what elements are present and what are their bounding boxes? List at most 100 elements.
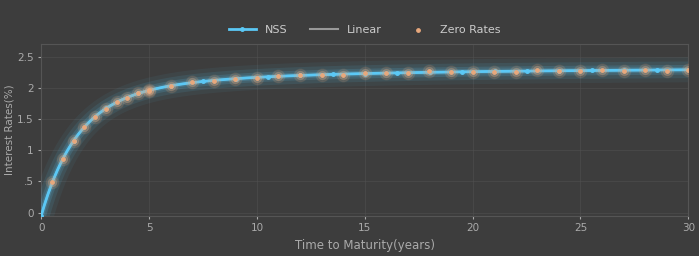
Linear — [37, 214, 45, 217]
NSS — [103, 106, 111, 109]
Point — [618, 69, 629, 73]
Point — [208, 79, 219, 83]
Line: NSS: NSS — [40, 68, 690, 217]
NSS — [553, 69, 561, 72]
Zero Rates — [661, 69, 672, 73]
Point — [467, 70, 478, 74]
Point — [143, 89, 154, 93]
Y-axis label: Interest Rates(%): Interest Rates(%) — [4, 85, 14, 175]
Zero Rates — [575, 69, 586, 73]
Point — [187, 80, 198, 84]
Zero Rates — [165, 84, 176, 88]
Point — [68, 139, 79, 143]
Zero Rates — [143, 88, 154, 92]
Point — [79, 125, 90, 129]
Point — [294, 73, 305, 77]
Point — [165, 84, 176, 88]
Zero Rates — [133, 91, 144, 95]
Point — [79, 125, 90, 129]
Point — [294, 73, 305, 77]
Linear — [298, 74, 307, 77]
Point — [252, 76, 263, 80]
Point — [532, 68, 543, 72]
Zero Rates — [230, 77, 241, 81]
Point — [489, 70, 500, 74]
Point — [338, 73, 349, 77]
Linear — [322, 73, 331, 76]
Point — [165, 84, 176, 88]
Zero Rates — [424, 69, 435, 73]
Point — [403, 71, 414, 75]
Point — [273, 74, 284, 78]
Zero Rates — [46, 180, 57, 185]
Point — [575, 69, 586, 73]
Point — [403, 71, 414, 75]
Point — [111, 100, 122, 104]
NSS — [684, 68, 693, 71]
Point — [510, 70, 521, 74]
Zero Rates — [68, 139, 79, 143]
Zero Rates — [532, 68, 543, 72]
Point — [640, 68, 651, 72]
Zero Rates — [252, 76, 263, 80]
NSS — [322, 73, 331, 76]
Linear — [553, 69, 561, 72]
Zero Rates — [381, 71, 392, 75]
Zero Rates — [640, 68, 651, 72]
Point — [640, 68, 651, 72]
Point — [424, 69, 435, 73]
Zero Rates — [57, 157, 69, 161]
Point — [230, 77, 241, 81]
Zero Rates — [316, 72, 327, 77]
Legend: NSS, Linear, Zero Rates: NSS, Linear, Zero Rates — [229, 25, 501, 35]
Point — [661, 69, 672, 73]
Linear — [684, 68, 693, 71]
Zero Rates — [89, 115, 101, 119]
Point — [68, 139, 79, 143]
Point — [618, 69, 629, 73]
Line: Linear: Linear — [41, 70, 689, 215]
Point — [316, 72, 327, 77]
Point — [596, 68, 607, 72]
Point — [133, 91, 144, 95]
Zero Rates — [79, 125, 90, 129]
Linear — [482, 70, 490, 73]
Zero Rates — [403, 71, 414, 75]
Point — [532, 68, 543, 72]
Point — [445, 70, 456, 74]
NSS — [482, 70, 490, 73]
Zero Rates — [122, 96, 133, 100]
Point — [187, 80, 198, 84]
Point — [57, 157, 69, 161]
Zero Rates — [208, 79, 219, 83]
Point — [89, 115, 101, 119]
Zero Rates — [554, 69, 565, 73]
Point — [381, 71, 392, 75]
Point — [381, 71, 392, 75]
Point — [101, 106, 112, 111]
NSS — [37, 214, 45, 217]
Zero Rates — [101, 106, 112, 111]
Zero Rates — [338, 73, 349, 77]
Zero Rates — [489, 70, 500, 74]
Point — [554, 69, 565, 73]
Point — [143, 88, 154, 92]
Point — [46, 180, 57, 185]
Point — [273, 74, 284, 78]
X-axis label: Time to Maturity(years): Time to Maturity(years) — [295, 239, 435, 252]
Point — [359, 71, 370, 75]
Point — [338, 73, 349, 77]
Point — [683, 68, 694, 72]
Zero Rates — [683, 68, 694, 72]
Point — [359, 71, 370, 75]
Zero Rates — [596, 68, 607, 72]
Zero Rates — [445, 70, 456, 74]
Point — [230, 77, 241, 81]
Point — [122, 96, 133, 100]
Point — [57, 157, 69, 161]
Point — [424, 69, 435, 73]
Point — [596, 68, 607, 72]
Zero Rates — [294, 73, 305, 77]
Zero Rates — [618, 69, 629, 73]
Linear — [103, 106, 111, 109]
